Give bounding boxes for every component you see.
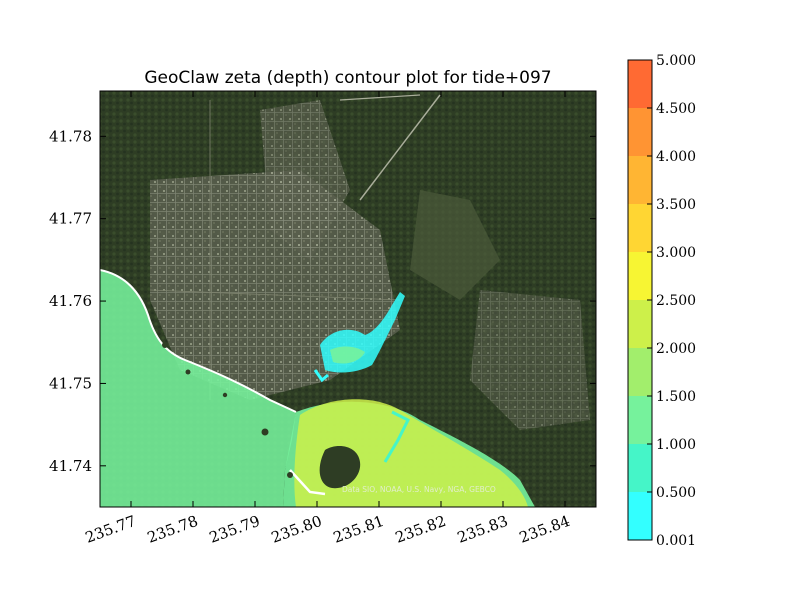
- x-tick-label: 235.80: [269, 512, 324, 547]
- colorbar-label: 2.500: [656, 293, 696, 309]
- y-tick-label: 41.75: [49, 374, 92, 392]
- inlet-channel: [313, 369, 329, 383]
- breakwater: [289, 469, 326, 496]
- colorbar-swatch: [628, 60, 652, 108]
- colorbar-label: 1.000: [656, 437, 696, 453]
- inlet-shallow-water: [330, 346, 365, 364]
- colorbar-swatch: [628, 444, 652, 492]
- bay-island: [319, 446, 361, 489]
- colorbar-swatch: [628, 492, 652, 540]
- map-attribution: Data SIO, NOAA, U.S. Navy, NGA, GEBCO: [342, 485, 496, 494]
- y-tick-label: 41.78: [49, 127, 92, 145]
- colorbar-swatch: [628, 156, 652, 204]
- colorbar-swatch: [628, 204, 652, 252]
- plot-area: Data SIO, NOAA, U.S. Navy, NGA, GEBCO: [100, 91, 596, 507]
- chart-title: GeoClaw zeta (depth) contour plot for ti…: [144, 68, 551, 88]
- colorbar-label: 0.001: [656, 533, 696, 549]
- colorbar-swatch: [628, 108, 652, 156]
- colorbar-swatch: [628, 396, 652, 444]
- colorbar-swatch: [628, 300, 652, 348]
- colorbar-label: 5.000: [656, 53, 696, 69]
- y-axis: 41.74 41.75 41.76 41.77 41.78: [49, 127, 596, 475]
- y-tick-label: 41.77: [49, 210, 92, 228]
- plot-frame: [99, 90, 597, 508]
- river-channel: [383, 410, 411, 463]
- colorbar-label: 4.500: [656, 101, 696, 117]
- ocean-edge: [100, 269, 297, 413]
- x-tick-label: 235.82: [393, 512, 448, 547]
- colorbar-label: 1.500: [656, 389, 696, 405]
- colorbar-label: 3.000: [656, 245, 696, 261]
- ocean-region: [100, 270, 296, 507]
- colorbar-label: 3.500: [656, 197, 696, 213]
- y-tick-label: 41.74: [49, 457, 92, 475]
- x-tick-label: 235.84: [517, 512, 572, 547]
- colorbar-label: 0.500: [656, 485, 696, 501]
- x-tick-label: 235.79: [207, 512, 262, 547]
- x-tick-label: 235.77: [83, 512, 138, 547]
- colorbar: 0.001 0.500 1.000 1.500 2.000 2.500 3.000 3.500…: [627, 53, 696, 549]
- x-tick-label: 235.78: [145, 512, 200, 547]
- x-tick-label: 235.81: [331, 512, 386, 547]
- colorbar-label: 4.000: [656, 149, 696, 165]
- water-contours: [100, 269, 535, 507]
- colorbar-label: 2.000: [656, 341, 696, 357]
- y-tick-label: 41.76: [49, 292, 92, 310]
- x-tick-label: 235.83: [455, 512, 510, 547]
- colorbar-swatch: [628, 348, 652, 396]
- colorbar-swatch: [628, 252, 652, 300]
